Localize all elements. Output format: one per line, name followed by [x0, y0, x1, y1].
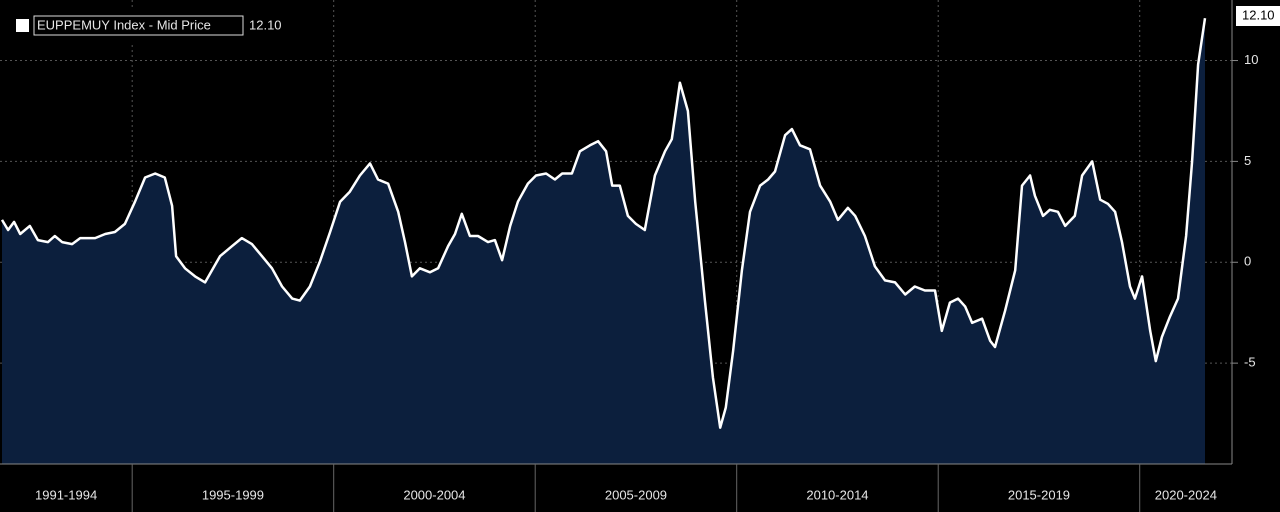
last-value-box — [1236, 6, 1280, 26]
last-value-label: 12.10 — [1242, 7, 1275, 22]
x-tick-label: 2000-2004 — [403, 487, 465, 502]
last-value-tag: 12.10 — [1236, 6, 1280, 26]
legend-swatch — [16, 19, 29, 32]
x-tick-label: 2020-2024 — [1155, 487, 1217, 502]
y-tick-label: 10 — [1244, 52, 1258, 67]
y-tick-label: -5 — [1244, 355, 1256, 370]
legend: EUPPEMUY Index - Mid Price 12.10 — [10, 10, 295, 42]
legend-box — [10, 10, 295, 42]
x-tick-label: 1991-1994 — [35, 487, 97, 502]
x-tick-label: 2005-2009 — [605, 487, 667, 502]
x-tick-label: 2015-2019 — [1008, 487, 1070, 502]
y-tick-label: 5 — [1244, 153, 1251, 168]
line — [0, 18, 1207, 429]
legend-label: EUPPEMUY Index - Mid Price — [37, 17, 211, 32]
legend-outline — [33, 15, 244, 36]
area — [2, 18, 1205, 464]
legend-value: 12.10 — [249, 17, 282, 32]
y-tick-label: 0 — [1244, 254, 1251, 269]
x-tick-label: 2010-2014 — [806, 487, 868, 502]
plot-area — [0, 0, 1232, 464]
x-tick-label: 1995-1999 — [202, 487, 264, 502]
